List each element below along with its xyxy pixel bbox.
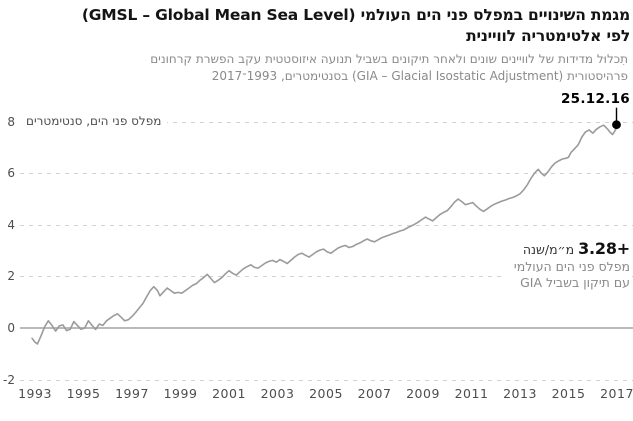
x-tick-label-1995: 1995 [66,386,101,401]
trend-rate-line: +3.28 מ״מ/שנה [514,240,630,259]
y-tick-label-8: 8 [7,114,15,129]
chart-subtitle: תִכלוּל מדידות של לוויינים שונים ולאחר ת… [0,51,628,85]
x-tick-label-1993: 1993 [18,386,52,401]
chart-title-line2: לפי אלטימטריה לוויינית [466,27,630,45]
trend-rate-value: +3.28 [578,239,630,258]
chart-subtitle-line2: פרהיסטורית (GIA – Glacial Isostatic Adju… [211,69,628,83]
trend-rate-unit: מ״מ/שנה [522,242,575,257]
trend-annotation-line2: מפלס פני הים העולמי [513,259,630,274]
zero-gridline [20,327,633,329]
trend-annotation: +3.28 מ״מ/שנה מפלס פני הים העולמי עם תיק… [505,239,630,293]
chart-title: מגמת השינויים במפלס פני הים העולמי (GMSL… [0,5,630,47]
y-tick-label-4: 4 [7,217,15,232]
y-tick-label-0: 0 [7,321,15,335]
gridline--2 [20,379,633,381]
x-tick-label-2007: 2007 [357,386,392,401]
gridline-2 [20,276,633,278]
x-tick-label-2009: 2009 [406,386,440,401]
gridline-8 [20,121,633,123]
end-point-marker-dot [612,120,621,130]
y-tick-label--2: -2 [3,372,15,387]
x-tick-label-1997: 1997 [115,386,149,401]
trend-annotation-line3: עם תיקון בשביל GIA [520,275,630,290]
x-tick-label-2011: 2011 [454,386,489,401]
y-axis-label: מפלס פני הים, סנטימטרים [20,113,168,129]
x-tick-label-1999: 1999 [163,386,198,401]
end-point-date-label: 25.12.16 [560,91,630,107]
chart-subtitle-line1: תִכלוּל מדידות של לוויינים שונים ולאחר ת… [150,52,628,66]
x-tick-label-2015: 2015 [551,386,586,401]
x-tick-label-2005: 2005 [309,386,343,401]
sea-level-series-line [31,124,618,345]
x-tick-label-2001: 2001 [212,386,246,401]
chart-title-line1: מגמת השינויים במפלס פני הים העולמי (GMSL… [81,6,630,24]
gridline-4 [20,224,633,226]
y-tick-label-2: 2 [7,269,15,284]
x-tick-label-2013: 2013 [503,386,537,401]
x-tick-label-2003: 2003 [260,386,295,401]
y-tick-label-6: 6 [7,166,15,181]
gridline-6 [20,173,633,175]
x-tick-label-2017: 2017 [600,386,633,401]
